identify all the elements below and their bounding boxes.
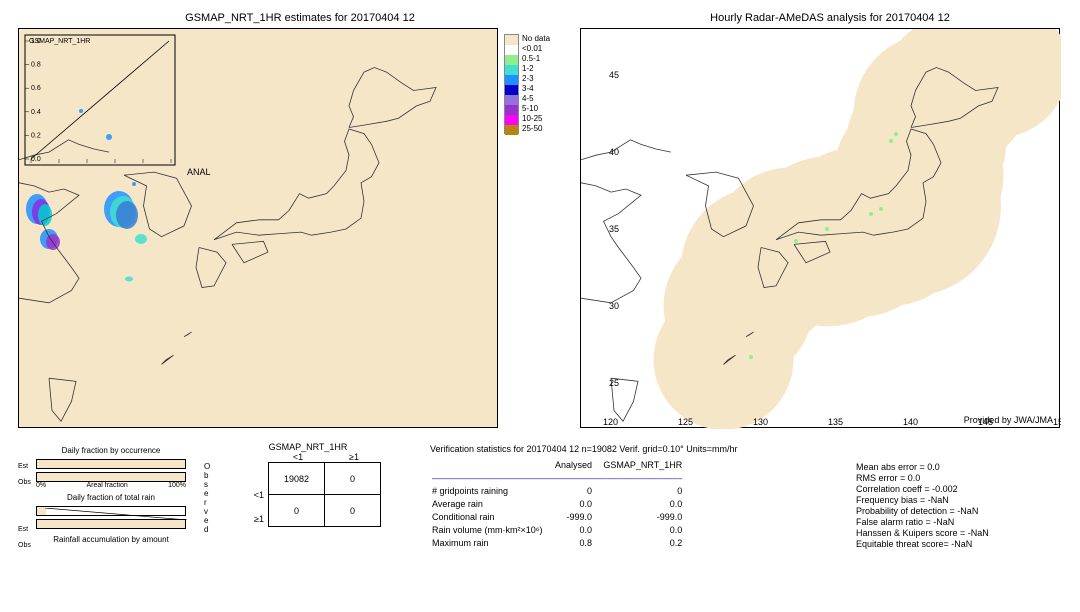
bar2-obs bbox=[36, 519, 186, 529]
legend-label: 5-10 bbox=[522, 104, 550, 114]
cell-01: 0 bbox=[325, 463, 381, 495]
col-lt: <1 bbox=[270, 452, 326, 462]
svg-text:0.2: 0.2 bbox=[31, 132, 41, 139]
inset-label: GSMAP_NRT_1HR bbox=[29, 38, 90, 45]
legend-label: 10-25 bbox=[522, 114, 550, 124]
anal-label: ANAL bbox=[187, 167, 211, 177]
svg-text:140: 140 bbox=[903, 417, 918, 427]
bar-axis-1: 0% Areal fraction 100% bbox=[36, 482, 186, 489]
verif-col2: GSMAP_NRT_1HR bbox=[602, 460, 690, 471]
axis-mid: Areal fraction bbox=[86, 482, 127, 489]
legend-label: 1-2 bbox=[522, 64, 550, 74]
verif-row: Average rain0.00.0 bbox=[432, 499, 690, 510]
left-map: 0.00.20.40.60.81.0 GSMAP_NRT_1HR ANAL bbox=[18, 28, 498, 428]
fraction-bars: Daily fraction by occurrence Est Obs 0% … bbox=[36, 446, 186, 544]
metric-row: Equitable threat score= -NaN bbox=[856, 539, 989, 549]
obs-label-2: Obs bbox=[18, 542, 31, 549]
legend-label: <0.01 bbox=[522, 44, 550, 54]
cont-header: GSMAP_NRT_1HR bbox=[228, 442, 388, 452]
bar-title-2: Daily fraction of total rain bbox=[36, 493, 186, 502]
metric-row: Correlation coeff = -0.002 bbox=[856, 484, 989, 494]
verif-col1: Analysed bbox=[554, 460, 600, 471]
metric-row: Probability of detection = -NaN bbox=[856, 506, 989, 516]
bar1-obs bbox=[36, 472, 186, 482]
left-map-svg: 0.00.20.40.60.81.0 GSMAP_NRT_1HR ANAL bbox=[19, 29, 499, 429]
est-label-2: Est bbox=[18, 526, 28, 533]
row-ge: ≥1 bbox=[228, 514, 268, 524]
svg-text:0.0: 0.0 bbox=[31, 156, 41, 163]
svg-text:45: 45 bbox=[609, 70, 619, 80]
est-label-1: Est bbox=[18, 463, 28, 470]
verification-panel: Verification statistics for 20170404 12 … bbox=[430, 444, 738, 551]
provided-by: Provided by JWA/JMA bbox=[964, 415, 1053, 425]
verif-table: AnalysedGSMAP_NRT_1HR ––––––––––––––––––… bbox=[430, 458, 692, 551]
svg-text:130: 130 bbox=[753, 417, 768, 427]
svg-text:150: 150 bbox=[1053, 417, 1061, 427]
contingency-panel: GSMAP_NRT_1HR <1 ≥1 <1 190820 00 ≥1 bbox=[228, 442, 388, 527]
bar-title-1: Daily fraction by occurrence bbox=[36, 446, 186, 455]
svg-text:35: 35 bbox=[609, 224, 619, 234]
legend-label: 3-4 bbox=[522, 84, 550, 94]
svg-text:0.6: 0.6 bbox=[31, 85, 41, 92]
cell-11: 0 bbox=[325, 495, 381, 527]
svg-text:30: 30 bbox=[609, 301, 619, 311]
cell-00: 19082 bbox=[269, 463, 325, 495]
verif-header: Verification statistics for 20170404 12 … bbox=[430, 444, 738, 454]
svg-text:125: 125 bbox=[678, 417, 693, 427]
col-ge: ≥1 bbox=[326, 452, 382, 462]
verif-row: Rain volume (mm·km²×10⁶)0.00.0 bbox=[432, 525, 690, 536]
legend-label: 2-3 bbox=[522, 74, 550, 84]
legend-label: 25-50 bbox=[522, 124, 550, 134]
bar1-est bbox=[36, 459, 186, 469]
legend-label: No data bbox=[522, 34, 550, 44]
cell-10: 0 bbox=[269, 495, 325, 527]
svg-text:25: 25 bbox=[609, 378, 619, 388]
bar-title-3: Rainfall accumulation by amount bbox=[36, 535, 186, 544]
legend-label: 4-5 bbox=[522, 94, 550, 104]
svg-text:0.4: 0.4 bbox=[31, 109, 41, 116]
metric-row: Hanssen & Kuipers score = -NaN bbox=[856, 528, 989, 538]
observed-vertical: Observed bbox=[204, 462, 210, 534]
svg-text:120: 120 bbox=[603, 417, 618, 427]
metric-row: Frequency bias = -NaN bbox=[856, 495, 989, 505]
right-map-svg: 202530354045120125130135140145150 bbox=[581, 29, 1061, 429]
svg-text:135: 135 bbox=[828, 417, 843, 427]
metric-row: RMS error = 0.0 bbox=[856, 473, 989, 483]
axis-100: 100% bbox=[168, 482, 186, 489]
right-map-title: Hourly Radar-AMeDAS analysis for 2017040… bbox=[640, 12, 1020, 24]
svg-text:0.8: 0.8 bbox=[31, 62, 41, 69]
metric-row: Mean abs error = 0.0 bbox=[856, 462, 989, 472]
obs-label-1: Obs bbox=[18, 479, 31, 486]
verif-row: Maximum rain0.80.2 bbox=[432, 538, 690, 549]
row-lt: <1 bbox=[228, 490, 268, 500]
verif-row: Conditional rain-999.0-999.0 bbox=[432, 512, 690, 523]
right-map: 202530354045120125130135140145150 Provid… bbox=[580, 28, 1060, 428]
svg-text:40: 40 bbox=[609, 147, 619, 157]
verif-row: # gridpoints raining00 bbox=[432, 486, 690, 497]
left-map-title: GSMAP_NRT_1HR estimates for 20170404 12 bbox=[110, 12, 490, 24]
axis-0: 0% bbox=[36, 482, 46, 489]
metric-list: Mean abs error = 0.0RMS error = 0.0Corre… bbox=[856, 462, 989, 550]
legend-label: 0.5-1 bbox=[522, 54, 550, 64]
metric-row: False alarm ratio = -NaN bbox=[856, 517, 989, 527]
